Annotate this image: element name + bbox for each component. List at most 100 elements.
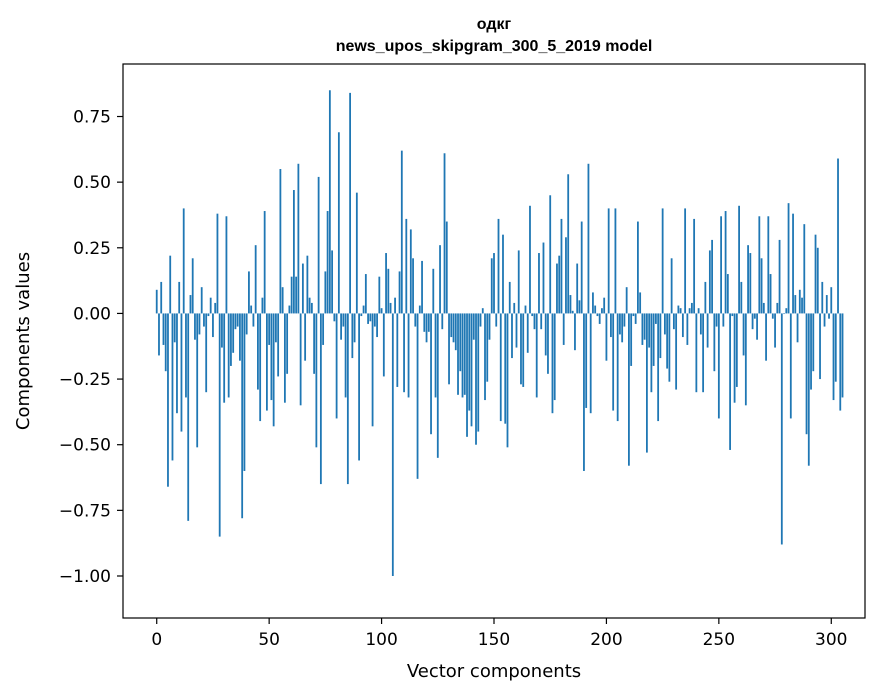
x-tick-label: 100: [365, 630, 397, 650]
bar: [360, 313, 363, 317]
bar: [762, 302, 765, 314]
bar: [466, 313, 468, 437]
bar: [187, 313, 190, 521]
bar: [232, 313, 235, 353]
bar: [382, 313, 385, 377]
bar: [218, 313, 221, 537]
bar: [589, 313, 592, 414]
bar: [342, 313, 345, 327]
bar: [178, 281, 181, 314]
bar: [430, 313, 432, 435]
bar: [259, 313, 262, 422]
bar: [828, 313, 830, 319]
bar: [625, 287, 628, 314]
bar: [364, 274, 367, 314]
bar: [567, 174, 570, 314]
bar: [351, 313, 354, 359]
bar: [598, 313, 601, 324]
bar: [310, 302, 313, 314]
y-axis-ticks: 0.75 0.50 0.25 0.00 −0.25 −0.50 −0.75 −1.00: [59, 108, 123, 587]
bar: [659, 313, 662, 359]
bar: [495, 313, 498, 327]
bar: [720, 216, 722, 314]
x-tick-label: 50: [258, 630, 280, 650]
bar: [434, 313, 437, 398]
bar: [686, 313, 689, 345]
x-tick-label: 200: [590, 630, 622, 650]
bar: [668, 313, 671, 382]
bar: [544, 313, 547, 356]
y-axis-label: Components values: [13, 252, 34, 430]
bar: [511, 313, 513, 359]
bar: [832, 313, 835, 401]
bar: [461, 313, 464, 398]
bar: [825, 295, 828, 314]
bar: [798, 289, 801, 314]
bar: [421, 260, 423, 314]
bar: [164, 313, 167, 372]
bar: [767, 216, 770, 314]
bar: [450, 313, 453, 338]
bar: [427, 313, 430, 332]
bar: [288, 305, 291, 314]
bar: [412, 258, 414, 314]
bar: [405, 218, 408, 314]
bar: [313, 313, 316, 374]
bar: [783, 313, 785, 315]
bar: [189, 295, 192, 314]
bar: [275, 313, 277, 343]
bar: [230, 313, 232, 366]
bar: [540, 313, 543, 330]
bar: [839, 313, 842, 411]
bar: [526, 313, 529, 353]
bar: [742, 313, 745, 356]
bar: [468, 313, 471, 411]
bar: [794, 295, 797, 314]
bar: [571, 310, 574, 314]
bar: [326, 211, 329, 314]
y-tick-label: −0.75: [59, 501, 111, 521]
bar: [542, 242, 545, 314]
bar: [182, 208, 185, 314]
bar: [299, 313, 302, 406]
bar: [362, 305, 365, 314]
bar: [245, 313, 248, 335]
bar: [592, 292, 594, 314]
bar: [744, 313, 747, 406]
bar: [279, 169, 282, 314]
bar: [619, 313, 621, 335]
chart-title: одкг: [477, 16, 512, 33]
bar: [574, 313, 576, 351]
bar: [740, 281, 743, 314]
bar: [475, 313, 477, 445]
bar: [632, 313, 635, 317]
bar: [756, 313, 758, 340]
bar: [205, 313, 208, 393]
bar: [753, 313, 756, 319]
bar: [457, 313, 459, 395]
bar: [841, 313, 844, 398]
bar: [837, 158, 839, 314]
bar: [254, 245, 257, 314]
bar: [605, 313, 608, 361]
bar: [160, 281, 163, 314]
bar: [389, 302, 392, 314]
bar: [551, 313, 554, 414]
x-tick-label: 0: [151, 630, 162, 650]
bar: [735, 313, 738, 387]
bar: [520, 313, 522, 385]
bar: [281, 287, 284, 314]
bar: [369, 313, 372, 322]
bar: [292, 190, 295, 314]
bar: [180, 313, 183, 432]
bar: [508, 281, 511, 314]
x-tick-label: 300: [815, 630, 847, 650]
bar: [162, 313, 165, 345]
bar: [319, 313, 322, 485]
bar: [290, 276, 293, 314]
bar: [286, 313, 289, 374]
bar: [594, 305, 597, 314]
y-tick-label: 0.75: [73, 108, 111, 128]
bar: [547, 313, 549, 374]
bar: [445, 221, 448, 314]
